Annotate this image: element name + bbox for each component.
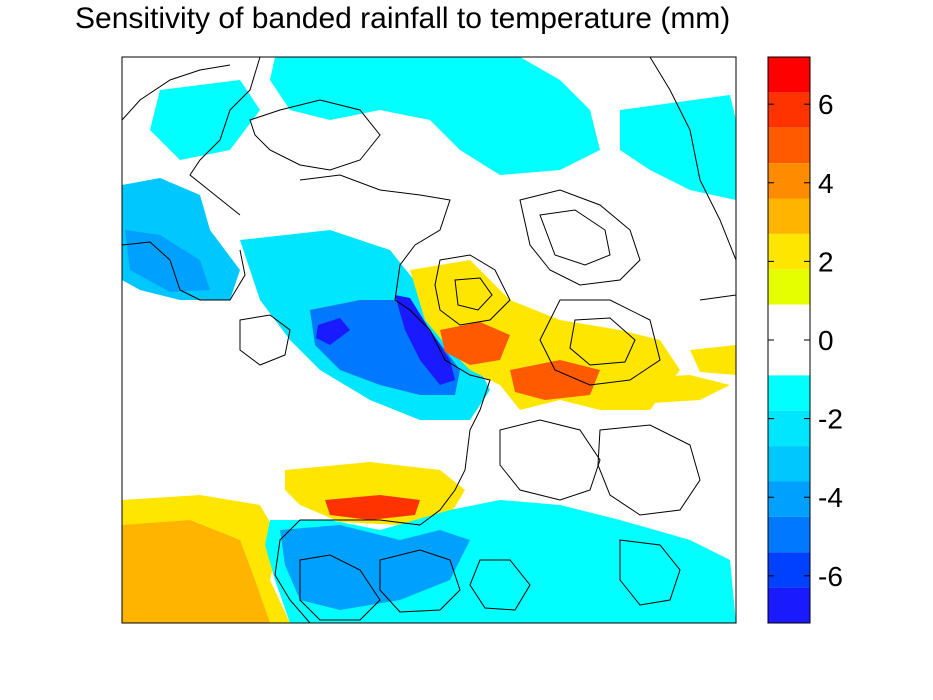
region-central-east-positive-4 — [690, 345, 736, 375]
colorbar-band-5 — [768, 233, 810, 270]
region-central-negative-core — [395, 295, 455, 385]
colorbar-tick-label-3: 0 — [818, 325, 834, 356]
region-central-east-positive-2 — [455, 330, 495, 355]
colorbar — [768, 57, 810, 623]
colorbar-band-13 — [768, 552, 810, 588]
colorbar-band-0 — [768, 57, 810, 93]
colorbar-band-1 — [768, 92, 810, 128]
region-south-negative-3 — [305, 555, 370, 600]
region-north-negative-3 — [150, 80, 260, 160]
colorbar-band-12 — [768, 516, 810, 553]
colorbar-tick-label-6: -6 — [818, 561, 843, 592]
colorbar-ticks: 6 4 2 0 -2 -4 -6 — [768, 89, 843, 592]
colorbar-tick-label-5: -4 — [818, 482, 843, 513]
colorbar-band-11 — [768, 481, 810, 517]
plot-frame — [121, 56, 737, 624]
region-central-east-positive-edge — [410, 260, 680, 410]
region-central-negative-core-2 — [316, 318, 350, 345]
colorbar-band-4 — [768, 198, 810, 234]
colorbar-tick-label-2: 2 — [818, 246, 834, 277]
colorbar-band-8 — [768, 375, 810, 411]
colorbar-band-14 — [768, 587, 810, 623]
colorbar-band-7 — [768, 304, 810, 376]
colorbar-band-2 — [768, 127, 810, 164]
region-central-east-positive-5 — [600, 375, 730, 405]
region-central-east-positive-3 — [510, 360, 600, 400]
region-north-negative — [270, 57, 600, 175]
colorbar-band-6 — [768, 269, 810, 305]
colorbar-tick-label-4: -2 — [818, 404, 843, 435]
contour-lines — [122, 57, 736, 623]
region-north-negative-2 — [620, 95, 736, 200]
region-south-central-band — [325, 495, 420, 520]
chart-title: Sensitivity of banded rainfall to temper… — [75, 2, 731, 35]
plot-area — [122, 57, 736, 623]
colorbar-band-10 — [768, 446, 810, 482]
colorbar-band-9 — [768, 410, 810, 447]
colorbar-tick-label-1: 4 — [818, 168, 834, 199]
colorbar-tick-label-0: 6 — [818, 89, 834, 120]
colorbar-band-3 — [768, 163, 810, 199]
region-northwest-negative-core — [125, 230, 210, 292]
region-southwest-positive-core — [140, 540, 240, 600]
